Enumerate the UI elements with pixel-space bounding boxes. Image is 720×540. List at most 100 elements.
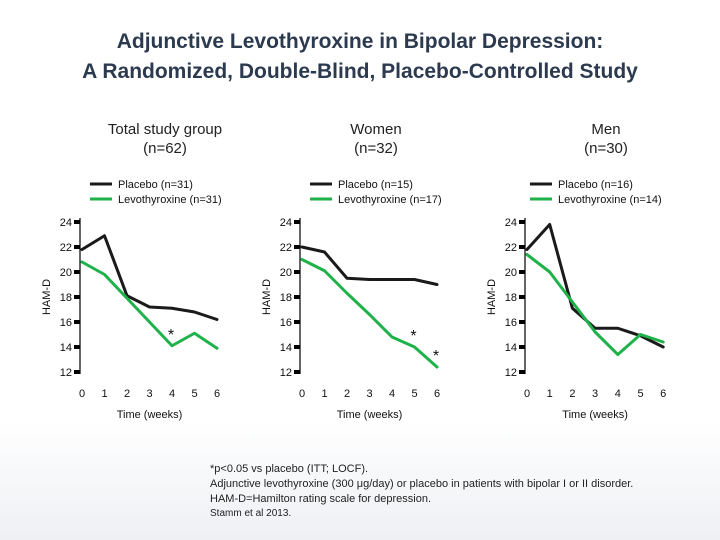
y-tick-label: 12 xyxy=(505,367,517,379)
x-tick-label: 1 xyxy=(321,388,327,400)
data-point xyxy=(571,300,574,304)
x-tick-label: 2 xyxy=(124,388,130,400)
data-point xyxy=(435,283,439,286)
x-tick-label: 4 xyxy=(169,388,175,400)
x-tick-label: 1 xyxy=(547,388,553,400)
y-tick-mark xyxy=(74,370,80,374)
data-point xyxy=(390,278,394,281)
x-tick-label: 2 xyxy=(569,388,575,400)
y-tick-mark xyxy=(294,245,300,249)
data-point xyxy=(125,297,129,300)
data-point xyxy=(639,333,642,336)
y-tick-label: 22 xyxy=(280,242,292,254)
data-point xyxy=(300,245,304,249)
y-tick-mark xyxy=(74,295,80,299)
legend-label: Levothyroxine (n=14) xyxy=(558,194,662,206)
panel-heading-total: Total study group (n=62) xyxy=(75,120,255,158)
x-tick-label: 3 xyxy=(146,388,152,400)
y-tick-mark xyxy=(74,245,80,249)
x-tick-label: 4 xyxy=(389,388,395,400)
data-point xyxy=(548,270,551,274)
y-tick-mark xyxy=(519,370,525,374)
data-point xyxy=(413,345,416,349)
y-tick-mark xyxy=(294,345,300,349)
y-tick-mark xyxy=(294,270,300,274)
y-tick-label: 24 xyxy=(280,217,292,229)
legend-label: Placebo (n=31) xyxy=(118,179,193,191)
data-point xyxy=(323,269,326,272)
y-tick-label: 22 xyxy=(60,242,72,254)
slide-title-line1: Adjunctive Levothyroxine in Bipolar Depr… xyxy=(116,30,604,53)
series-line-1 xyxy=(80,260,219,350)
panel-n: (n=62) xyxy=(143,140,187,157)
data-point xyxy=(571,307,574,310)
y-axis-title: HAM-D xyxy=(41,279,53,315)
panel-title: Women xyxy=(350,121,402,138)
data-point xyxy=(616,353,619,356)
legend-label: Levothyroxine (n=17) xyxy=(338,194,442,206)
legend-label: Placebo (n=15) xyxy=(338,179,413,191)
x-tick-label: 5 xyxy=(637,388,643,400)
data-point xyxy=(593,330,597,334)
y-tick-label: 16 xyxy=(505,317,517,329)
data-point xyxy=(300,258,304,261)
x-tick-label: 6 xyxy=(434,388,440,400)
footnote-citation: Stamm et al 2013. xyxy=(210,508,292,519)
x-axis-title: Time (weeks) xyxy=(562,409,628,421)
series-line-1 xyxy=(525,253,665,356)
data-point xyxy=(662,340,665,344)
y-tick-label: 14 xyxy=(60,342,72,354)
data-point xyxy=(148,320,151,324)
x-tick-label: 5 xyxy=(411,388,417,400)
data-point xyxy=(435,365,439,369)
y-tick-mark xyxy=(519,345,525,349)
y-tick-label: 12 xyxy=(280,367,292,379)
y-tick-label: 18 xyxy=(505,292,517,304)
legend-label: Levothyroxine (n=31) xyxy=(118,194,222,206)
data-point xyxy=(103,273,106,276)
footnote-study-design: Adjunctive levothyroxine (300 μg/day) or… xyxy=(210,478,634,490)
y-tick-mark xyxy=(74,345,80,349)
x-tick-label: 4 xyxy=(615,388,621,400)
data-point xyxy=(368,278,371,281)
panel-n: (n=30) xyxy=(584,140,628,157)
data-point xyxy=(193,332,196,335)
y-tick-label: 20 xyxy=(60,267,72,279)
data-point xyxy=(193,310,196,314)
x-tick-label: 0 xyxy=(299,388,305,400)
data-point xyxy=(170,307,174,310)
x-tick-label: 3 xyxy=(366,388,372,400)
data-point xyxy=(80,248,84,251)
slide-title-line2: A Randomized, Double-Blind, Placebo-Cont… xyxy=(82,60,638,83)
significance-marker: * xyxy=(410,328,416,345)
data-point xyxy=(103,234,106,237)
x-tick-label: 0 xyxy=(524,388,530,400)
y-tick-label: 18 xyxy=(280,292,292,304)
data-point xyxy=(170,344,174,347)
x-tick-label: 6 xyxy=(214,388,220,400)
y-tick-mark xyxy=(294,220,300,224)
y-tick-mark xyxy=(74,320,80,324)
footnote-significance: *p<0.05 vs placebo (ITT; LOCF). xyxy=(210,463,369,475)
footnote-hamd-definition: HAM-D=Hamilton rating scale for depressi… xyxy=(210,493,432,505)
y-tick-mark xyxy=(519,320,525,324)
panel-heading-men: Men (n=30) xyxy=(516,120,696,158)
data-point xyxy=(525,253,529,256)
panel-heading-women: Women (n=32) xyxy=(286,120,466,158)
y-tick-label: 12 xyxy=(60,367,72,379)
y-tick-mark xyxy=(519,220,525,224)
data-point xyxy=(368,313,371,316)
y-tick-label: 24 xyxy=(505,217,517,229)
y-tick-label: 22 xyxy=(505,242,517,254)
data-point xyxy=(215,347,219,350)
series-line-1 xyxy=(300,258,439,369)
data-point xyxy=(662,345,665,349)
data-point xyxy=(345,277,349,280)
x-axis-title: Time (weeks) xyxy=(117,409,183,421)
y-tick-mark xyxy=(74,220,80,224)
y-axis-title: HAM-D xyxy=(261,279,273,315)
data-point xyxy=(548,223,551,226)
